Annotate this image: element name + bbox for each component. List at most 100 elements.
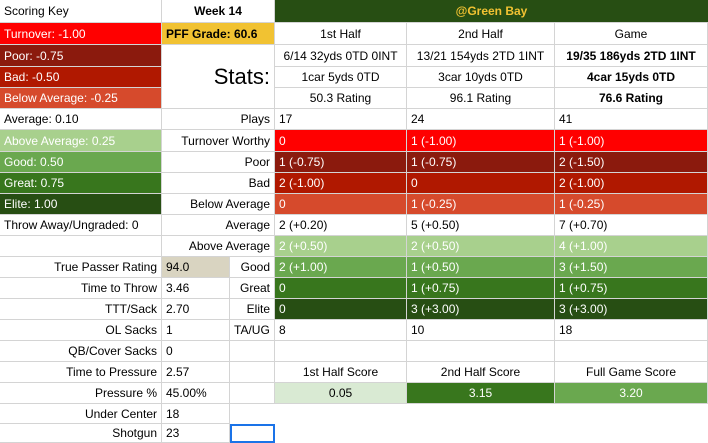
metric-under-center-label[interactable]: Under Center xyxy=(0,404,162,424)
game-ta-ug[interactable]: 18 xyxy=(555,320,708,341)
key-above-average[interactable]: Above Average: 0.25 xyxy=(0,130,162,152)
first-half-score-label[interactable]: 1st Half Score xyxy=(275,362,407,383)
metric-time-to-pressure-value[interactable]: 2.57 xyxy=(162,362,230,383)
selected-cell[interactable] xyxy=(230,424,275,443)
first-half-great[interactable]: 0 xyxy=(275,278,407,299)
second-half-poor[interactable]: 1 (-0.75) xyxy=(407,152,555,173)
game-poor[interactable]: 2 (-1.50) xyxy=(555,152,708,173)
header-game[interactable]: Game xyxy=(555,23,708,45)
key-great[interactable]: Great: 0.75 xyxy=(0,173,162,194)
second-half-good[interactable]: 1 (+0.50) xyxy=(407,257,555,278)
metric-time-to-throw-label[interactable]: Time to Throw xyxy=(0,278,162,299)
first-half-score-value[interactable]: 0.05 xyxy=(275,383,407,404)
first-half-above-average[interactable]: 2 (+0.50) xyxy=(275,236,407,257)
metric-ol-sacks-value[interactable]: 1 xyxy=(162,320,230,341)
second-half-average[interactable]: 5 (+0.50) xyxy=(407,215,555,236)
header-1st-half[interactable]: 1st Half xyxy=(275,23,407,45)
first-half-poor[interactable]: 1 (-0.75) xyxy=(275,152,407,173)
game-average[interactable]: 7 (+0.70) xyxy=(555,215,708,236)
second-half-score-value[interactable]: 3.15 xyxy=(407,383,555,404)
pff-grade[interactable]: PFF Grade: 60.6 xyxy=(162,23,275,45)
game-rushing[interactable]: 4car 15yds 0TD xyxy=(555,67,708,88)
game-rating[interactable]: 76.6 Rating xyxy=(555,88,708,109)
second-half-rushing[interactable]: 3car 10yds 0TD xyxy=(407,67,555,88)
metric-under-center-value[interactable]: 18 xyxy=(162,404,230,424)
label-turnover-worthy[interactable]: Turnover Worthy xyxy=(162,130,275,152)
metric-ttt-sack-value[interactable]: 2.70 xyxy=(162,299,230,320)
second-half-passing[interactable]: 13/21 154yds 2TD 1INT xyxy=(407,45,555,67)
game-plays[interactable]: 41 xyxy=(555,109,708,130)
metric-ttt-sack-label[interactable]: TTT/Sack xyxy=(0,299,162,320)
header-2nd-half[interactable]: 2nd Half xyxy=(407,23,555,45)
metric-pressure-pct-label[interactable]: Pressure % xyxy=(0,383,162,404)
empty-cell[interactable] xyxy=(230,362,275,383)
full-game-score-value[interactable]: 3.20 xyxy=(555,383,708,404)
second-half-bad[interactable]: 0 xyxy=(407,173,555,194)
label-ta-ug[interactable]: TA/UG xyxy=(230,320,275,341)
second-half-score-label[interactable]: 2nd Half Score xyxy=(407,362,555,383)
first-half-elite[interactable]: 0 xyxy=(275,299,407,320)
key-below-average[interactable]: Below Average: -0.25 xyxy=(0,88,162,109)
second-half-ta-ug[interactable]: 10 xyxy=(407,320,555,341)
empty-cell[interactable] xyxy=(275,341,407,362)
metric-shotgun-label[interactable]: Shotgun xyxy=(0,424,162,443)
key-poor[interactable]: Poor: -0.75 xyxy=(0,45,162,67)
empty-cell[interactable] xyxy=(555,341,708,362)
second-half-above-average[interactable]: 2 (+0.50) xyxy=(407,236,555,257)
key-bad[interactable]: Bad: -0.50 xyxy=(0,67,162,88)
scoring-key-title[interactable]: Scoring Key xyxy=(0,0,162,23)
metric-pressure-pct-value[interactable]: 45.00% xyxy=(162,383,230,404)
second-half-below-average[interactable]: 1 (-0.25) xyxy=(407,194,555,215)
game-good[interactable]: 3 (+1.50) xyxy=(555,257,708,278)
metric-qb-cover-sacks-value[interactable]: 0 xyxy=(162,341,230,362)
label-poor[interactable]: Poor xyxy=(162,152,275,173)
game-elite[interactable]: 3 (+3.00) xyxy=(555,299,708,320)
metric-time-to-pressure-label[interactable]: Time to Pressure xyxy=(0,362,162,383)
empty-cell[interactable] xyxy=(230,383,275,404)
metric-ol-sacks-label[interactable]: OL Sacks xyxy=(0,320,162,341)
label-average[interactable]: Average xyxy=(162,215,275,236)
game-turnover-worthy[interactable]: 1 (-1.00) xyxy=(555,130,708,152)
second-half-elite[interactable]: 3 (+3.00) xyxy=(407,299,555,320)
label-above-average[interactable]: Above Average xyxy=(162,236,275,257)
metric-true-passer-rating-label[interactable]: True Passer Rating xyxy=(0,257,162,278)
first-half-rating[interactable]: 50.3 Rating xyxy=(275,88,407,109)
first-half-rushing[interactable]: 1car 5yds 0TD xyxy=(275,67,407,88)
first-half-bad[interactable]: 2 (-1.00) xyxy=(275,173,407,194)
second-half-great[interactable]: 1 (+0.75) xyxy=(407,278,555,299)
key-turnover[interactable]: Turnover: -1.00 xyxy=(0,23,162,45)
first-half-plays[interactable]: 17 xyxy=(275,109,407,130)
label-plays[interactable]: Plays xyxy=(162,109,275,130)
first-half-ta-ug[interactable]: 8 xyxy=(275,320,407,341)
stats-label[interactable]: Stats: xyxy=(162,45,275,109)
empty-cell[interactable] xyxy=(407,341,555,362)
empty-cell[interactable] xyxy=(0,236,162,257)
key-average[interactable]: Average: 0.10 xyxy=(0,109,162,130)
key-throw-away[interactable]: Throw Away/Ungraded: 0 xyxy=(0,215,162,236)
first-half-turnover-worthy[interactable]: 0 xyxy=(275,130,407,152)
game-above-average[interactable]: 4 (+1.00) xyxy=(555,236,708,257)
first-half-good[interactable]: 2 (+1.00) xyxy=(275,257,407,278)
full-game-score-label[interactable]: Full Game Score xyxy=(555,362,708,383)
first-half-below-average[interactable]: 0 xyxy=(275,194,407,215)
first-half-average[interactable]: 2 (+0.20) xyxy=(275,215,407,236)
metric-true-passer-rating-value[interactable]: 94.0 xyxy=(162,257,230,278)
empty-cell[interactable] xyxy=(230,341,275,362)
label-elite[interactable]: Elite xyxy=(230,299,275,320)
game-great[interactable]: 1 (+0.75) xyxy=(555,278,708,299)
label-below-average[interactable]: Below Average xyxy=(162,194,275,215)
opponent-header[interactable]: @Green Bay xyxy=(275,0,708,23)
second-half-plays[interactable]: 24 xyxy=(407,109,555,130)
key-good[interactable]: Good: 0.50 xyxy=(0,152,162,173)
label-bad[interactable]: Bad xyxy=(162,173,275,194)
game-below-average[interactable]: 1 (-0.25) xyxy=(555,194,708,215)
metric-qb-cover-sacks-label[interactable]: QB/Cover Sacks xyxy=(0,341,162,362)
label-great[interactable]: Great xyxy=(230,278,275,299)
second-half-turnover-worthy[interactable]: 1 (-1.00) xyxy=(407,130,555,152)
first-half-passing[interactable]: 6/14 32yds 0TD 0INT xyxy=(275,45,407,67)
metric-shotgun-value[interactable]: 23 xyxy=(162,424,230,443)
week-label[interactable]: Week 14 xyxy=(162,0,275,23)
game-passing[interactable]: 19/35 186yds 2TD 1INT xyxy=(555,45,708,67)
key-elite[interactable]: Elite: 1.00 xyxy=(0,194,162,215)
metric-time-to-throw-value[interactable]: 3.46 xyxy=(162,278,230,299)
